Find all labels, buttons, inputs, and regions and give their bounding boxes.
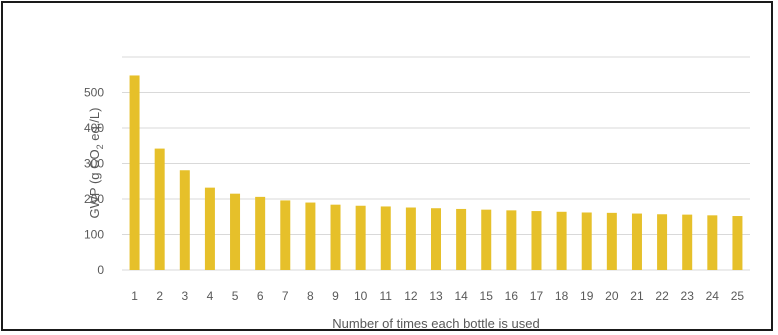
x-tick-label: 16: [505, 289, 519, 303]
x-tick-label: 5: [232, 289, 239, 303]
x-tick-label: 22: [655, 289, 669, 303]
bar-3: [179, 170, 190, 270]
y-tick-label: 0: [97, 263, 104, 277]
x-tick-label: 2: [156, 289, 163, 303]
bar-8: [305, 202, 316, 270]
bar-10: [355, 205, 366, 270]
bar-7: [280, 200, 291, 270]
x-tick-label: 13: [429, 289, 443, 303]
bar-9: [330, 204, 341, 270]
x-tick-label: 23: [681, 289, 695, 303]
bars: [129, 75, 743, 271]
x-tick-label: 18: [555, 289, 569, 303]
bar-23: [682, 214, 693, 270]
x-tick-label: 3: [181, 289, 188, 303]
x-tick-label: 9: [332, 289, 339, 303]
y-tick-label: 500: [84, 86, 104, 100]
x-tick-label: 8: [307, 289, 314, 303]
bar-11: [380, 206, 391, 270]
bar-15: [481, 209, 492, 270]
bar-17: [531, 211, 542, 270]
bar-6: [255, 196, 266, 270]
y-tick-label: 400: [84, 121, 104, 135]
bar-2: [154, 148, 165, 270]
bar-24: [707, 215, 718, 270]
x-tick-label: 14: [454, 289, 468, 303]
x-tick-label: 15: [480, 289, 494, 303]
bar-19: [581, 212, 592, 270]
y-tick-label: 200: [84, 192, 104, 206]
x-tick-label: 11: [380, 289, 393, 303]
x-tick-label: 12: [404, 289, 418, 303]
x-tick-label: 19: [580, 289, 594, 303]
bar-22: [657, 214, 668, 270]
x-tick-label: 17: [530, 289, 544, 303]
bar-21: [631, 213, 642, 270]
bar-20: [606, 212, 617, 270]
bar-12: [405, 207, 416, 270]
bar-16: [506, 210, 517, 270]
x-tick-label: 21: [630, 289, 644, 303]
x-tick-label: 20: [605, 289, 619, 303]
gridlines: [122, 56, 750, 271]
bar-25: [732, 216, 743, 270]
y-tick-label: 300: [84, 157, 104, 171]
bar-4: [204, 187, 215, 270]
x-tick-label: 4: [207, 289, 214, 303]
bar-18: [556, 211, 567, 270]
x-axis-label: Number of times each bottle is used: [332, 316, 539, 331]
bar-14: [456, 208, 467, 270]
bar-1: [129, 75, 140, 271]
x-tick-label: 25: [731, 289, 745, 303]
bar-13: [431, 208, 441, 270]
x-tick-label: 24: [706, 289, 720, 303]
x-tick-label: 1: [131, 289, 138, 303]
y-axis-label: GWP (g CO2 eq./L): [87, 108, 105, 219]
x-tick-label: 6: [257, 289, 264, 303]
x-tick-labels: 1 2 3 4 5 6 7 8 9 10 11 12 13 14 15 16 17 18 19 20 21 22 23 24 2…: [131, 289, 744, 303]
x-tick-label: 7: [282, 289, 289, 303]
bar-5: [230, 193, 241, 270]
y-tick-label: 100: [84, 228, 104, 242]
x-tick-label: 10: [354, 289, 368, 303]
y-tick-labels: 0 100 200 300 400 500: [84, 86, 104, 278]
